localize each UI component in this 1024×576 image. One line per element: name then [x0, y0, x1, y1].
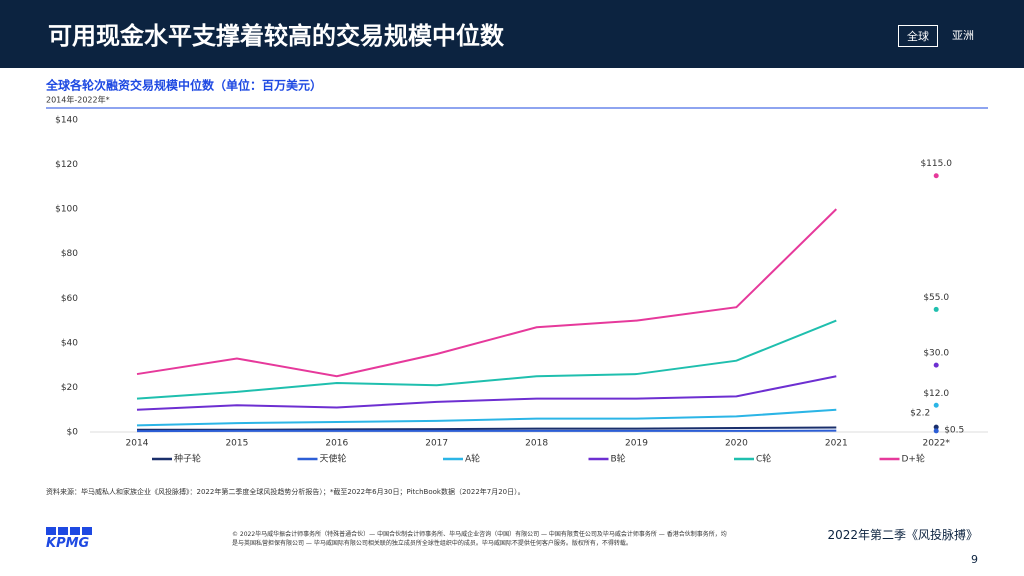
brand: KPMG — [46, 536, 90, 551]
header: 可用现金水平支撑着较高的交易规模中位数 全球 亚洲 — [0, 0, 1024, 68]
tab[interactable]: 亚洲 — [952, 29, 974, 42]
y-tick-label: $40 — [61, 338, 78, 348]
x-tick-label: 2019 — [625, 439, 648, 449]
chart-subtitle: 2014年-2022年* — [46, 95, 110, 105]
data-label: $115.0 — [920, 159, 952, 169]
x-tick-label: 2015 — [225, 439, 248, 449]
series-line — [136, 408, 837, 427]
y-tick-label: $120 — [55, 160, 78, 170]
legend-label: C轮 — [756, 453, 771, 465]
x-tick-label: 2018 — [525, 439, 548, 449]
tab[interactable]: 全球 — [898, 25, 938, 47]
data-point — [933, 428, 939, 434]
y-tick-label: $100 — [55, 205, 78, 215]
y-tick-label: $140 — [55, 116, 78, 126]
legend-label: D+轮 — [902, 453, 925, 465]
x-tick-label: 2022* — [922, 439, 950, 449]
chart-title: 全球各轮次融资交易规模中位数（单位：百万美元） — [45, 78, 322, 93]
x-tick-label: 2017 — [425, 439, 448, 449]
x-tick-label: 2016 — [325, 439, 348, 449]
legend-label: A轮 — [465, 453, 480, 465]
y-tick-label: $60 — [61, 294, 78, 304]
series-line — [136, 319, 837, 400]
legend-label: 天使轮 — [320, 453, 347, 465]
slide-title: 可用现金水平支撑着较高的交易规模中位数 — [48, 22, 504, 50]
publication: 2022年第二季《风投脉搏》 — [827, 528, 978, 542]
data-label: $12.0 — [923, 389, 949, 399]
data-point — [933, 306, 939, 312]
logo: KPMG — [46, 527, 96, 551]
y-tick-label: $0 — [67, 428, 79, 438]
page-number: 9 — [971, 553, 978, 566]
data-point — [933, 402, 939, 408]
x-tick-label: 2021 — [825, 439, 848, 449]
data-label: $0.5 — [944, 425, 964, 435]
y-tick-label: $80 — [61, 249, 78, 259]
source: 资料来源：毕马威私人和家族企业《风投脉搏》：2022年第二季度全球风投趋势分析报… — [46, 488, 525, 496]
x-tick-label: 2020 — [725, 439, 748, 449]
legend-label: B轮 — [611, 453, 626, 465]
series-line — [137, 426, 837, 431]
data-point — [933, 173, 939, 179]
data-point — [933, 424, 939, 430]
y-tick-label: $20 — [61, 383, 78, 393]
series-line — [136, 208, 838, 378]
legal-text: © 2022毕马威华振会计师事务所（特殊普通合伙）— 中国合伙制会计师事务所、毕… — [232, 531, 727, 547]
data-label: $2.2 — [910, 409, 930, 419]
legend-label: 种子轮 — [174, 453, 201, 465]
data-label: $55.0 — [923, 293, 949, 303]
data-label: $30.0 — [923, 349, 949, 359]
x-tick-label: 2014 — [126, 439, 149, 449]
series-line — [136, 375, 837, 411]
data-point — [933, 362, 939, 368]
